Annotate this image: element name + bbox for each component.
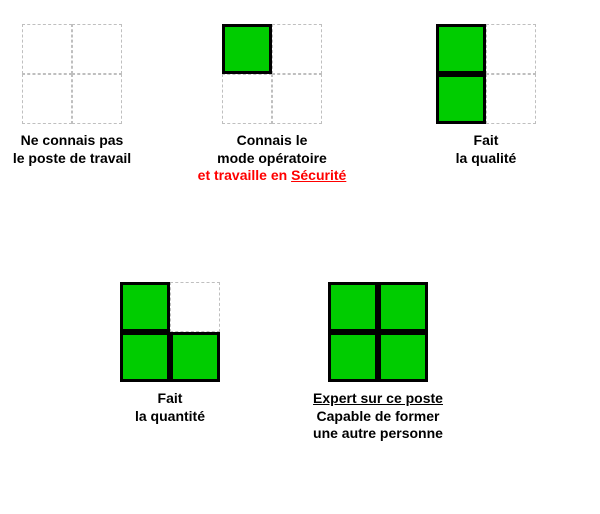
- caption-line: Capable de former: [298, 408, 458, 426]
- skill-grid: [328, 282, 428, 382]
- cell-filled: [378, 282, 428, 332]
- legend-item-level2: Faitla qualité: [406, 24, 566, 167]
- caption: Ne connais pasle poste de travail: [0, 132, 152, 167]
- caption: Faitla quantité: [90, 390, 250, 425]
- cell-filled: [436, 24, 486, 74]
- skills-matrix-legend: Ne connais pasle poste de travail Connais…: [0, 0, 600, 514]
- skill-grid: [436, 24, 536, 124]
- caption-line: Fait: [90, 390, 250, 408]
- caption-line: le poste de travail: [0, 150, 152, 168]
- cell-filled: [436, 74, 486, 124]
- cell-empty: [486, 74, 536, 124]
- cell-empty: [272, 74, 322, 124]
- caption: Expert sur ce posteCapable de formerune …: [298, 390, 458, 443]
- skill-grid: [120, 282, 220, 382]
- skill-grid: [222, 24, 322, 124]
- cell-empty: [72, 24, 122, 74]
- cell-empty: [22, 74, 72, 124]
- caption-line: la quantité: [90, 408, 250, 426]
- cell-empty: [22, 24, 72, 74]
- cell-filled: [120, 282, 170, 332]
- legend-item-level4: Expert sur ce posteCapable de formerune …: [298, 282, 458, 443]
- cell-filled: [328, 332, 378, 382]
- caption-line: une autre personne: [298, 425, 458, 443]
- caption-line: Fait: [406, 132, 566, 150]
- legend-item-level3: Faitla quantité: [90, 282, 250, 425]
- cell-empty: [72, 74, 122, 124]
- cell-empty: [170, 282, 220, 332]
- cell-empty: [272, 24, 322, 74]
- caption-accent: et travaille en Sécurité: [192, 167, 352, 185]
- legend-item-level1: Connais lemode opératoireet travaille en…: [192, 24, 352, 185]
- cell-empty: [486, 24, 536, 74]
- cell-empty: [222, 74, 272, 124]
- cell-filled: [378, 332, 428, 382]
- cell-filled: [120, 332, 170, 382]
- skill-grid: [22, 24, 122, 124]
- cell-filled: [170, 332, 220, 382]
- caption: Faitla qualité: [406, 132, 566, 167]
- cell-filled: [222, 24, 272, 74]
- caption-title: Expert sur ce poste: [298, 390, 458, 408]
- caption-line: Ne connais pas: [0, 132, 152, 150]
- caption: Connais lemode opératoireet travaille en…: [192, 132, 352, 185]
- cell-filled: [328, 282, 378, 332]
- caption-line: la qualité: [406, 150, 566, 168]
- caption-line: Connais le: [192, 132, 352, 150]
- caption-line: mode opératoire: [192, 150, 352, 168]
- legend-item-level0: Ne connais pasle poste de travail: [0, 24, 152, 167]
